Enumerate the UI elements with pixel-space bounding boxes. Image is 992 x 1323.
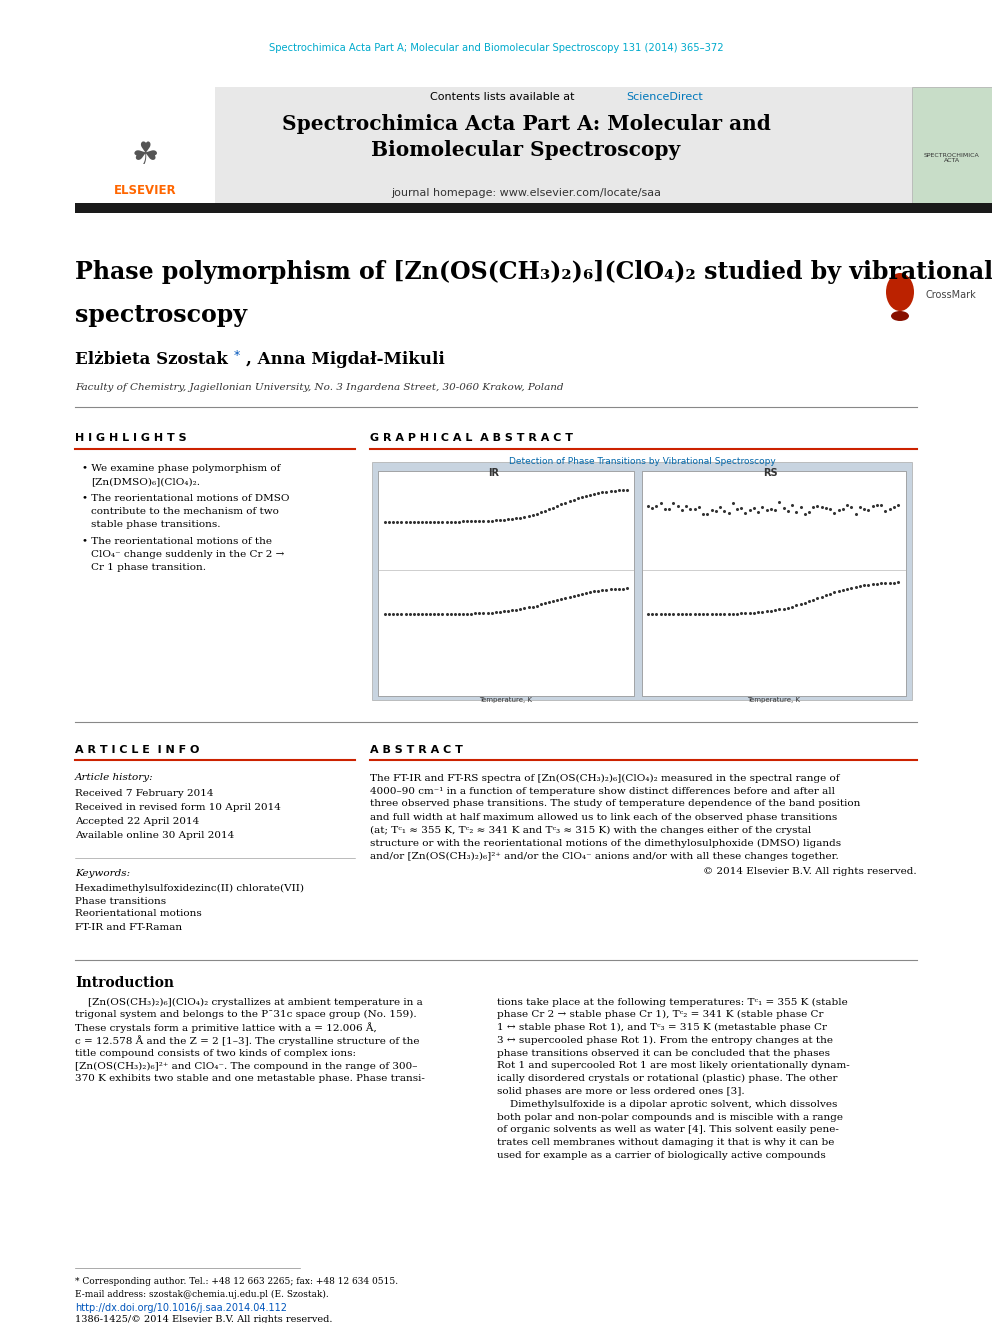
Text: Spectrochimica Acta Part A: Molecular and
Biomolecular Spectroscopy: Spectrochimica Acta Part A: Molecular an… [282,114,771,160]
Text: solid phases are more or less ordered ones [3].: solid phases are more or less ordered on… [497,1088,745,1095]
Text: Available online 30 April 2014: Available online 30 April 2014 [75,831,234,840]
Text: A R T I C L E  I N F O: A R T I C L E I N F O [75,745,199,755]
Text: Contents lists available at: Contents lists available at [430,93,578,102]
Bar [642,471,906,696]
Text: [Zn(OS(CH₃)₂)₆]²⁺ and ClO₄⁻. The compound in the range of 300–: [Zn(OS(CH₃)₂)₆]²⁺ and ClO₄⁻. The compoun… [75,1061,418,1070]
Text: Elżbieta Szostak: Elżbieta Szostak [75,352,228,369]
Text: • We examine phase polymorphism of: • We examine phase polymorphism of [82,464,281,474]
Ellipse shape [886,273,914,311]
Ellipse shape [891,311,909,321]
Text: trigonal system and belongs to the P¯31c space group (No. 159).: trigonal system and belongs to the P¯31c… [75,1011,417,1019]
Text: structure or with the reorientational motions of the dimethylosulphoxide (DMSO) : structure or with the reorientational mo… [370,839,841,848]
Bar [75,87,912,205]
Text: • The reorientational motions of DMSO: • The reorientational motions of DMSO [82,493,290,503]
Text: Rot 1 and supercooled Rot 1 are most likely orientationally dynam-: Rot 1 and supercooled Rot 1 are most lik… [497,1061,850,1070]
Text: Keywords:: Keywords: [75,868,130,877]
Text: Article history:: Article history: [75,774,154,782]
Text: (at; Tᶜ₁ ≈ 355 K, Tᶜ₂ ≈ 341 K and Tᶜ₃ ≈ 315 K) with the changes either of the cr: (at; Tᶜ₁ ≈ 355 K, Tᶜ₂ ≈ 341 K and Tᶜ₃ ≈ … [370,826,811,835]
Text: , Anna Migdał-Mikuli: , Anna Migdał-Mikuli [246,352,444,369]
Text: stable phase transitions.: stable phase transitions. [91,520,220,529]
Text: of organic solvents as well as water [4]. This solvent easily pene-: of organic solvents as well as water [4]… [497,1126,839,1135]
Text: trates cell membranes without damaging it that is why it can be: trates cell membranes without damaging i… [497,1138,834,1147]
Bar [372,462,912,700]
Text: E-mail address: szostak@chemia.uj.edu.pl (E. Szostak).: E-mail address: szostak@chemia.uj.edu.pl… [75,1290,328,1299]
Text: 1 ↔ stable phase Rot 1), and Tᶜ₃ = 315 K (metastable phase Cr: 1 ↔ stable phase Rot 1), and Tᶜ₃ = 315 K… [497,1023,827,1032]
Text: IR: IR [488,468,500,478]
Text: and full width at half maximum allowed us to link each of the observed phase tra: and full width at half maximum allowed u… [370,812,837,822]
Bar [378,471,634,696]
Text: Received in revised form 10 April 2014: Received in revised form 10 April 2014 [75,803,281,811]
Text: *: * [234,348,240,361]
Text: * Corresponding author. Tel.: +48 12 663 2265; fax: +48 12 634 0515.: * Corresponding author. Tel.: +48 12 663… [75,1277,398,1286]
Text: FT-IR and FT-Raman: FT-IR and FT-Raman [75,922,183,931]
Text: RS: RS [763,468,778,478]
Text: • The reorientational motions of the: • The reorientational motions of the [82,537,272,546]
Text: Introduction: Introduction [75,976,174,990]
Bar [912,87,992,205]
Text: used for example as a carrier of biologically active compounds: used for example as a carrier of biologi… [497,1151,825,1160]
Text: The FT-IR and FT-RS spectra of [Zn(OS(CH₃)₂)₆](ClO₄)₂ measured in the spectral r: The FT-IR and FT-RS spectra of [Zn(OS(CH… [370,774,839,783]
Text: 1386-1425/© 2014 Elsevier B.V. All rights reserved.: 1386-1425/© 2014 Elsevier B.V. All right… [75,1315,332,1323]
Text: title compound consists of two kinds of complex ions:: title compound consists of two kinds of … [75,1049,356,1057]
Text: A B S T R A C T: A B S T R A C T [370,745,463,755]
Text: ically disordered crystals or rotational (plastic) phase. The other: ically disordered crystals or rotational… [497,1074,837,1084]
Text: ScienceDirect: ScienceDirect [626,93,702,102]
Text: [Zn(OS(CH₃)₂)₆](ClO₄)₂ crystallizes at ambient temperature in a: [Zn(OS(CH₃)₂)₆](ClO₄)₂ crystallizes at a… [75,998,423,1007]
Text: Reorientational motions: Reorientational motions [75,909,201,918]
Text: spectroscopy: spectroscopy [75,303,247,327]
Text: contribute to the mechanism of two: contribute to the mechanism of two [91,507,279,516]
Text: Accepted 22 April 2014: Accepted 22 April 2014 [75,816,199,826]
Text: http://dx.doi.org/10.1016/j.saa.2014.04.112: http://dx.doi.org/10.1016/j.saa.2014.04.… [75,1303,287,1312]
Text: c = 12.578 Å and the Z = 2 [1–3]. The crystalline structure of the: c = 12.578 Å and the Z = 2 [1–3]. The cr… [75,1035,420,1045]
Text: three observed phase transitions. The study of temperature dependence of the ban: three observed phase transitions. The st… [370,799,860,808]
Text: G R A P H I C A L  A B S T R A C T: G R A P H I C A L A B S T R A C T [370,433,573,443]
Text: H I G H L I G H T S: H I G H L I G H T S [75,433,186,443]
Text: phase Cr 2 → stable phase Cr 1), Tᶜ₂ = 341 K (stable phase Cr: phase Cr 2 → stable phase Cr 1), Tᶜ₂ = 3… [497,1011,823,1019]
Text: Phase polymorphism of [Zn(OS(CH₃)₂)₆](ClO₄)₂ studied by vibrational: Phase polymorphism of [Zn(OS(CH₃)₂)₆](Cl… [75,261,992,284]
Text: Received 7 February 2014: Received 7 February 2014 [75,789,213,798]
Text: ☘: ☘ [131,140,159,169]
Text: 4000–90 cm⁻¹ in a function of temperature show distinct differences before and a: 4000–90 cm⁻¹ in a function of temperatur… [370,786,835,795]
Text: 370 K exhibits two stable and one metastable phase. Phase transi-: 370 K exhibits two stable and one metast… [75,1074,425,1084]
Text: journal homepage: www.elsevier.com/locate/saa: journal homepage: www.elsevier.com/locat… [391,188,661,198]
Text: phase transitions observed it can be concluded that the phases: phase transitions observed it can be con… [497,1049,830,1057]
Text: and/or [Zn(OS(CH₃)₂)₆]²⁺ and/or the ClO₄⁻ anions and/or with all these changes t: and/or [Zn(OS(CH₃)₂)₆]²⁺ and/or the ClO₄… [370,852,839,860]
Text: both polar and non-polar compounds and is miscible with a range: both polar and non-polar compounds and i… [497,1113,843,1122]
Text: ELSEVIER: ELSEVIER [114,184,177,197]
Text: 3 ↔ supercooled phase Rot 1). From the entropy changes at the: 3 ↔ supercooled phase Rot 1). From the e… [497,1036,833,1045]
Text: ClO₄⁻ change suddenly in the Cr 2 →: ClO₄⁻ change suddenly in the Cr 2 → [91,550,285,560]
Text: Faculty of Chemistry, Jagiellonian University, No. 3 Ingardena Street, 30-060 Kr: Faculty of Chemistry, Jagiellonian Unive… [75,384,563,393]
Text: Hexadimethylsulfoxidezinc(II) chlorate(VII): Hexadimethylsulfoxidezinc(II) chlorate(V… [75,884,304,893]
Text: SPECTROCHIMICA
ACTA: SPECTROCHIMICA ACTA [925,152,980,164]
Text: Phase transitions: Phase transitions [75,897,166,905]
Text: Dimethylsulfoxide is a dipolar aprotic solvent, which dissolves: Dimethylsulfoxide is a dipolar aprotic s… [497,1099,837,1109]
Text: Temperature, K: Temperature, K [748,697,801,703]
Text: Cr 1 phase transition.: Cr 1 phase transition. [91,564,206,572]
Bar [75,87,215,205]
Text: © 2014 Elsevier B.V. All rights reserved.: © 2014 Elsevier B.V. All rights reserved… [703,867,917,876]
Text: These crystals form a primitive lattice with a = 12.006 Å,: These crystals form a primitive lattice … [75,1023,377,1033]
Text: [Zn(DMSO)₆](ClO₄)₂.: [Zn(DMSO)₆](ClO₄)₂. [91,478,200,486]
Text: Spectrochimica Acta Part A; Molecular and Biomolecular Spectroscopy 131 (2014) 3: Spectrochimica Acta Part A; Molecular an… [269,44,723,53]
Text: Detection of Phase Transitions by Vibrational Spectroscopy: Detection of Phase Transitions by Vibrat… [509,458,776,467]
Text: Temperature, K: Temperature, K [479,697,533,703]
Bar [75,202,992,213]
Text: CrossMark: CrossMark [926,290,977,300]
Text: tions take place at the following temperatures: Tᶜ₁ = 355 K (stable: tions take place at the following temper… [497,998,848,1007]
